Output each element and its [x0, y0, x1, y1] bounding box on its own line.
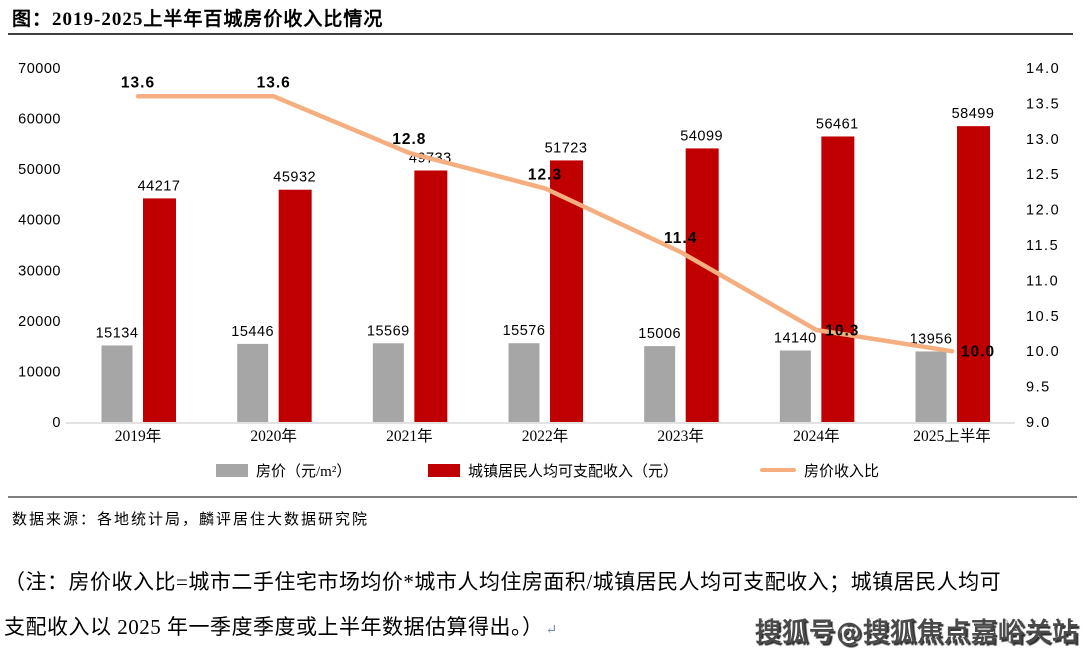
legend-label-ratio: 房价收入比	[804, 463, 880, 480]
income-bar	[414, 170, 448, 422]
right-axis-tick: 9.0	[1026, 415, 1051, 431]
price-bar	[237, 343, 269, 422]
watermark-text: 搜狐号@搜狐焦点嘉峪关站	[754, 618, 1079, 648]
x-axis-label: 2023年	[657, 427, 704, 445]
price-bar	[508, 343, 540, 422]
right-axis-tick: 11.0	[1026, 273, 1059, 289]
price-bar-value-label: 15576	[503, 323, 546, 339]
note-text: （注：房价收入比=城市二手住宅市场均价*城市人均住房面积/城镇居民人均可支配收入…	[4, 560, 1083, 653]
price-bar-swatch	[216, 463, 248, 477]
right-axis-tick: 12.0	[1026, 203, 1060, 219]
legend-item-price: 房价（元/m²）	[216, 460, 351, 480]
legend-label-price: 房价（元/m²）	[256, 463, 352, 480]
left-axis-tick: 0	[52, 415, 61, 431]
ratio-point-label: 10.0	[961, 344, 995, 361]
income-bar	[821, 136, 855, 422]
right-axis-tick: 13.5	[1026, 96, 1060, 112]
income-bar	[685, 148, 719, 422]
x-axis-label: 2020年	[250, 427, 297, 445]
income-bar	[278, 189, 312, 422]
price-bar	[779, 350, 811, 422]
ratio-point-label: 11.4	[664, 230, 697, 247]
chart-bottom-divider-line	[8, 496, 1077, 498]
income-bar-value-label: 58499	[952, 106, 995, 122]
income-bar-value-label: 56461	[816, 116, 859, 132]
income-bar-value-label: 45932	[273, 170, 316, 186]
left-axis-tick: 40000	[18, 213, 61, 229]
x-axis-label: 2021年	[386, 427, 433, 445]
right-axis-tick: 14.0	[1026, 61, 1060, 77]
left-axis-tick: 30000	[18, 263, 61, 279]
ratio-point-label: 12.3	[528, 166, 562, 183]
paragraph-mark: ↵	[545, 623, 558, 638]
left-axis-tick: 50000	[18, 162, 61, 178]
x-axis-label: 2025上半年	[913, 427, 991, 445]
ratio-line	[135, 94, 955, 354]
ratio-point-label: 12.8	[392, 131, 426, 148]
legend-label-income: 城镇居民人均可支配收入（元）	[468, 463, 679, 480]
legend-item-ratio: 房价收入比	[760, 460, 879, 480]
ratio-line-swatch	[760, 468, 796, 472]
price-bar	[101, 345, 133, 422]
chart-legend: 房价（元/m²） 城镇居民人均可支配收入（元） 房价收入比	[0, 460, 1083, 490]
right-axis-tick: 13.0	[1026, 132, 1060, 148]
income-bar	[143, 198, 176, 422]
price-bar-value-label: 14140	[774, 330, 817, 346]
x-axis-label: 2024年	[793, 427, 840, 445]
left-axis-tick: 20000	[18, 314, 61, 330]
price-income-chart: 0 10000 20000 30000 40000 50000 60000 70000 9.0 9…	[18, 61, 1060, 445]
price-bar	[915, 351, 947, 422]
left-axis-tick: 10000	[18, 364, 61, 380]
ratio-point-label: 10.3	[825, 322, 859, 339]
legend-item-income: 城镇居民人均可支配收入（元）	[428, 460, 678, 480]
ratio-point-label: 13.6	[257, 74, 291, 91]
income-bar-swatch	[428, 463, 460, 477]
price-bar-value-label: 15006	[638, 326, 681, 342]
left-axis-tick: 60000	[18, 112, 61, 128]
title-divider-line	[8, 33, 1073, 35]
right-axis-tick: 11.5	[1026, 238, 1059, 254]
x-axis-label: 2022年	[522, 427, 569, 445]
data-source-text: 数据来源：各地统计局，麟评居住大数据研究院	[12, 512, 370, 528]
income-bar-value-label: 51723	[545, 140, 588, 156]
right-axis-tick: 10.0	[1026, 344, 1060, 360]
right-axis-tick: 12.5	[1026, 167, 1060, 183]
ratio-point-label: 13.6	[121, 74, 155, 91]
left-axis-tick: 70000	[18, 61, 61, 77]
note-line-1: （注：房价收入比=城市二手住宅市场均价*城市人均住房面积/城镇居民人均可支配收入…	[4, 570, 1002, 594]
price-bar-value-label: 13956	[910, 331, 953, 347]
page-title: 图：2019-2025上半年百城房价收入比情况	[12, 9, 384, 30]
price-bar-value-label: 15569	[367, 323, 410, 339]
price-bar-value-label: 15446	[231, 324, 274, 340]
chart-area: 0 10000 20000 30000 40000 50000 60000 70000 9.0 9…	[0, 45, 1083, 495]
price-bar-value-label: 15134	[96, 325, 139, 341]
x-axis-label: 2019年	[115, 427, 162, 445]
price-bar	[372, 343, 404, 422]
income-bar-value-label: 44217	[138, 178, 181, 194]
right-axis-tick: 10.5	[1026, 309, 1060, 325]
income-bar	[957, 126, 991, 422]
note-line-2: 支配收入以 2025 年一季度季度或上半年数据估算得出。） ↵	[4, 615, 558, 639]
price-bar	[644, 346, 676, 422]
income-bar-value-label: 54099	[680, 128, 723, 144]
right-axis-tick: 9.5	[1026, 380, 1051, 396]
